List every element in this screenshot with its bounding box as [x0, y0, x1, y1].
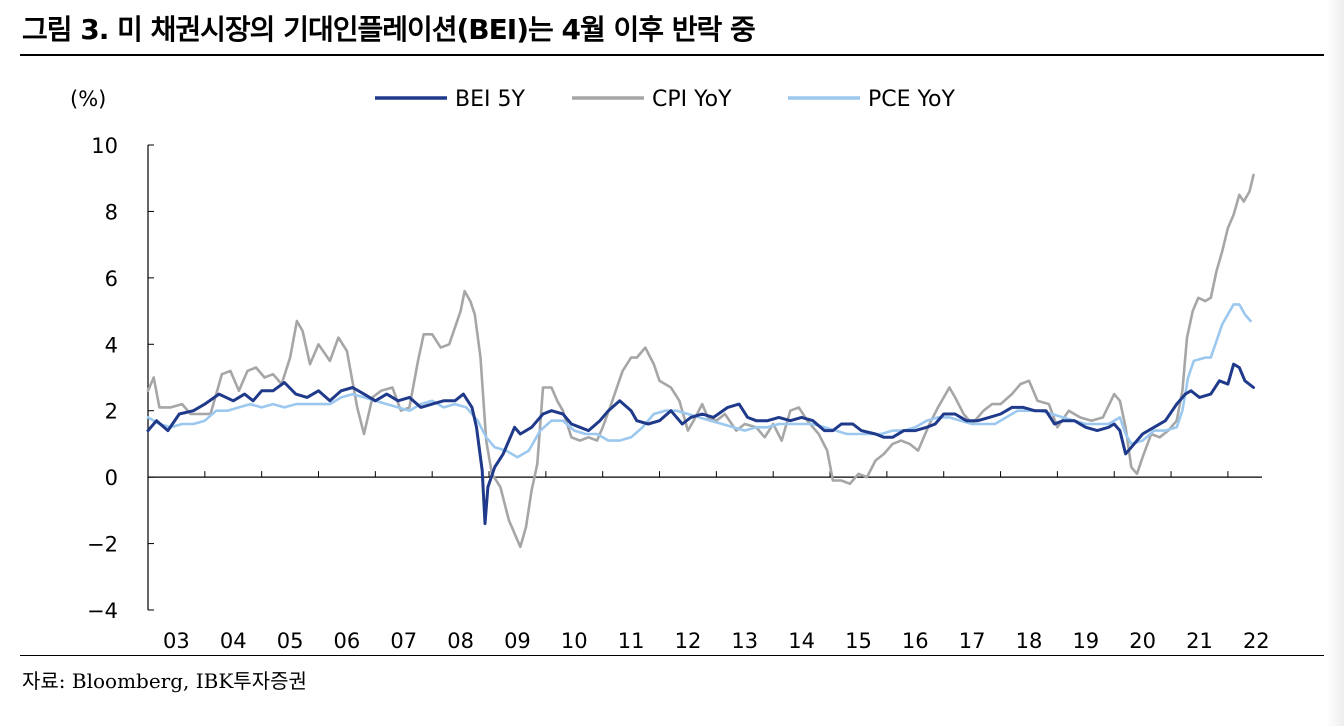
legend-label: PCE YoY	[868, 87, 955, 112]
y-axis: −4 −2 0 2 4 6 8 10	[87, 134, 154, 623]
title-underline	[20, 54, 1324, 56]
x-tick-label: 12	[675, 629, 702, 650]
y-tick-label: 2	[105, 400, 118, 424]
x-tick-label: 15	[845, 629, 872, 650]
series-line-pce-yoy	[146, 303, 1252, 459]
x-tick-label: 13	[731, 629, 758, 650]
legend-label: CPI YoY	[652, 87, 732, 112]
legend-label: BEI 5Y	[455, 87, 525, 112]
series-line-cpi-yoy	[146, 173, 1255, 549]
series-lines	[146, 173, 1255, 549]
y-tick-label: 6	[105, 267, 118, 291]
x-axis: 03 04 05 06 07 08 09 10 11 12 13 14 15 16 17 18 19 20 21 22	[148, 471, 1270, 650]
x-tick-label: 06	[334, 629, 361, 650]
x-tick-label: 17	[959, 629, 986, 650]
legend: BEI 5Y CPI YoY PCE YoY	[375, 87, 955, 112]
y-tick-label: −2	[87, 533, 118, 557]
y-axis-unit-label: (%)	[70, 87, 106, 111]
x-tick-label: 22	[1243, 629, 1270, 650]
y-tick-label: 8	[105, 200, 118, 224]
y-tick-label: 10	[91, 134, 118, 158]
source-divider	[20, 655, 1324, 656]
x-tick-label: 14	[788, 629, 815, 650]
x-tick-label: 08	[447, 629, 474, 650]
x-tick-label: 07	[390, 629, 417, 650]
x-tick-label: 10	[561, 629, 588, 650]
x-tick-label: 03	[163, 629, 190, 650]
chart-title: 그림 3. 미 채권시장의 기대인플레이션(BEI)는 4월 이후 반락 중	[22, 13, 756, 46]
y-tick-label: −4	[87, 599, 118, 623]
x-tick-label: 09	[504, 629, 531, 650]
source-note: 자료: Bloomberg, IBK투자증권	[22, 669, 307, 693]
x-tick-label: 04	[220, 629, 247, 650]
x-tick-label: 18	[1016, 629, 1043, 650]
x-tick-label: 19	[1072, 629, 1099, 650]
x-tick-label: 11	[618, 629, 645, 650]
y-tick-label: 0	[105, 466, 118, 490]
x-tick-label: 05	[277, 629, 304, 650]
series-line-bei-5y	[146, 362, 1255, 526]
x-tick-label: 16	[902, 629, 929, 650]
y-tick-label: 4	[105, 333, 118, 357]
x-tick-label: 21	[1186, 629, 1213, 650]
x-tick-label: 20	[1129, 629, 1156, 650]
page-edge-shadow	[1326, 0, 1344, 726]
